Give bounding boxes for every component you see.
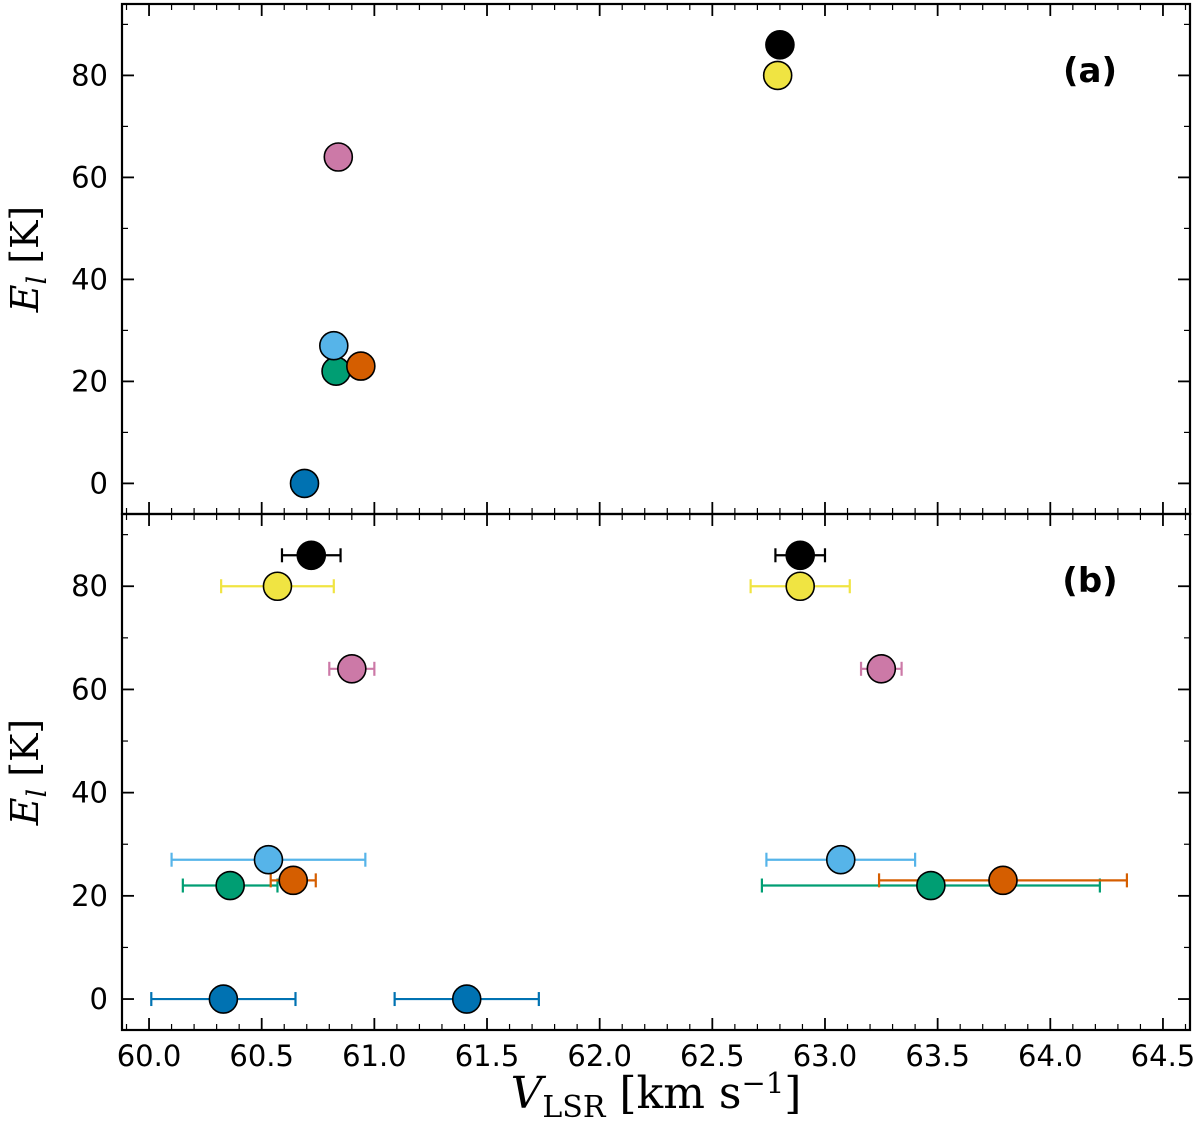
data-point-skyblue — [318, 330, 349, 361]
data-point-black — [296, 540, 327, 571]
data-point-green — [215, 870, 245, 901]
data-point-skyblue — [825, 844, 856, 875]
x-tick-label: 60.0 — [117, 1039, 182, 1073]
data-point-blue — [208, 984, 239, 1014]
x-tick-label: 63.5 — [905, 1039, 970, 1073]
y-tick-label: 40 — [71, 776, 108, 810]
data-point-yellow — [262, 571, 293, 602]
y-tick-label: 20 — [71, 879, 108, 913]
x-tick-label: 64.5 — [1131, 1039, 1196, 1073]
data-point-blue — [451, 984, 482, 1014]
y-tick-label: 80 — [71, 569, 108, 603]
panel-label: (b) — [1062, 561, 1117, 601]
y-axis-label: El [K] — [3, 206, 53, 314]
data-point-pink — [866, 653, 897, 684]
panel-frame — [120, 512, 1192, 1032]
data-point-blue — [289, 468, 320, 499]
data-point-orange — [346, 351, 376, 381]
panel-b: 60.0 60.5 61.0 61.5 62.0 62.5 63.0 63.5 64.0 64.5… — [3, 512, 1196, 1073]
y-tick-label: 20 — [71, 364, 108, 398]
x-tick-label: 62.0 — [567, 1039, 632, 1073]
panel-label: (a) — [1063, 51, 1117, 91]
y-tick-label: 60 — [71, 160, 108, 194]
data-point-skyblue — [253, 844, 284, 875]
data-point-green — [916, 870, 946, 901]
data-point-pink — [323, 142, 354, 172]
x-tick-label: 61.5 — [455, 1039, 520, 1073]
y-tick-label: 60 — [71, 672, 108, 706]
data-point-black — [765, 29, 795, 60]
data-point-pink — [337, 653, 367, 684]
y-axis-label: El [K] — [3, 719, 53, 827]
y-tick-label: 40 — [71, 262, 108, 296]
data-point-yellow — [785, 571, 816, 602]
data-point-yellow — [762, 60, 793, 91]
y-tick-label: 80 — [71, 58, 108, 92]
data-point-black — [785, 540, 816, 571]
x-tick-label: 61.0 — [342, 1039, 407, 1073]
data-point-green — [321, 356, 351, 387]
data-point-orange — [988, 865, 1018, 896]
x-axis-label: VLSR [km s−1] — [511, 1066, 802, 1125]
y-tick-label: 0 — [90, 466, 108, 500]
x-tick-label: 63.0 — [793, 1039, 858, 1073]
panel-a: 0 20 40 60 80 (a) El [K] — [3, 2, 1192, 516]
data-point-orange — [278, 865, 309, 896]
x-tick-label: 60.5 — [229, 1039, 294, 1073]
x-tick-label: 64.0 — [1018, 1039, 1083, 1073]
x-tick-label: 62.5 — [680, 1039, 745, 1073]
y-tick-label: 0 — [90, 982, 108, 1016]
